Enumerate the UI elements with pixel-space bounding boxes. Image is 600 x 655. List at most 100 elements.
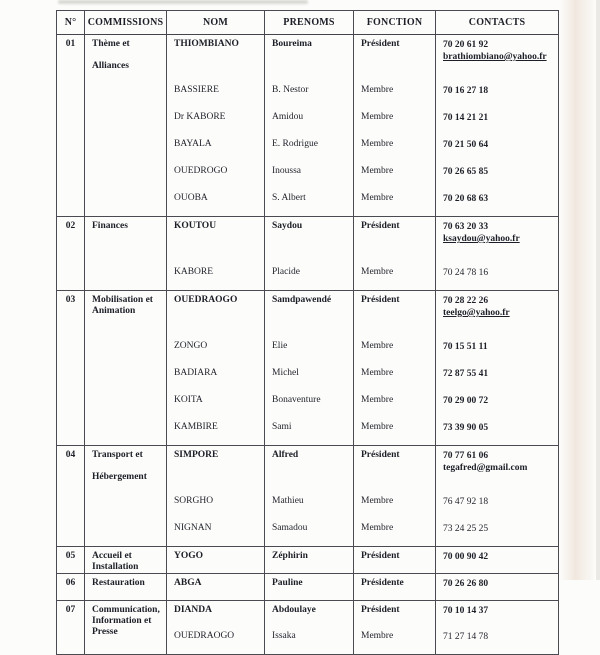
member-fonction: Membre — [353, 263, 436, 291]
section-number: 06 — [56, 573, 85, 601]
commission-line: Information et — [92, 616, 152, 626]
spacer-cell — [264, 479, 354, 492]
member-prenoms: Pauline — [264, 573, 354, 601]
contact-phone: 70 20 61 92 — [443, 40, 489, 50]
member-nom: OUEDRAOGO — [166, 627, 265, 655]
table-row: 03 Mobilisation et Animation OUEDRAOGO Samdp… — [56, 290, 559, 446]
member-contacts: 71 27 14 78 — [435, 627, 559, 655]
spacer-cell — [353, 68, 436, 81]
spacer-cell — [435, 479, 559, 492]
scan-artifact-right-band — [560, 0, 594, 580]
member-fonction: Présidente — [353, 573, 436, 601]
member-prenoms: Placide — [264, 263, 354, 291]
section-number: 03 — [56, 290, 85, 446]
member-prenoms: S. Albert — [264, 189, 354, 217]
contact-phone: 70 20 68 63 — [443, 194, 489, 204]
contact-phone: 76 47 92 18 — [443, 497, 489, 507]
member-fonction: Président — [353, 600, 436, 627]
column-header-prenoms: PRENOMS — [264, 10, 354, 35]
contact-phone: 70 16 27 18 — [443, 86, 489, 96]
member-nom: SORGHO — [166, 492, 265, 519]
spacer-row — [57, 250, 559, 263]
member-nom: ZONGO — [166, 337, 265, 364]
spacer-cell — [166, 68, 265, 81]
member-contacts: 76 47 92 18 — [435, 492, 559, 519]
member-contacts: 73 24 25 25 — [435, 519, 559, 547]
commission-line: Alliances — [92, 61, 129, 71]
member-contacts: 70 15 51 11 — [435, 337, 559, 364]
member-nom: BADIARA — [166, 364, 265, 391]
contact-phone: 73 39 90 05 — [443, 423, 489, 433]
table-row: SORGHO Mathieu Membre 76 47 92 18 — [57, 492, 559, 519]
contact-phone: 70 26 65 85 — [443, 167, 489, 177]
spacer-cell — [435, 324, 559, 337]
member-nom: OUEDRAOGO — [166, 290, 265, 324]
section-number: 07 — [56, 600, 85, 655]
member-nom: KAMBIRE — [166, 418, 265, 446]
member-nom: KOUTOU — [166, 216, 265, 250]
member-prenoms: Zéphirin — [264, 546, 354, 574]
commission-line — [92, 50, 162, 61]
contact-phone: 70 15 51 11 — [443, 342, 488, 352]
spacer-cell — [435, 250, 559, 263]
member-contacts: 70 16 27 18 — [435, 81, 559, 108]
member-contacts: 70 26 26 80 — [435, 573, 559, 601]
member-nom: DIANDA — [166, 600, 265, 627]
member-prenoms: Issaka — [264, 627, 354, 655]
commission-line: Mobilisation et — [92, 295, 153, 305]
commission-line: Thème et — [92, 39, 130, 49]
member-nom: Dr KABORE — [166, 108, 265, 135]
member-prenoms: Samdpawendé — [264, 290, 354, 324]
spacer-cell — [264, 324, 354, 337]
table-row: ZONGO Elie Membre 70 15 51 11 — [57, 337, 559, 364]
spacer-cell — [264, 68, 354, 81]
commission-line — [92, 461, 162, 472]
member-contacts: 70 00 90 42 — [435, 546, 559, 574]
member-prenoms: E. Rodrigue — [264, 135, 354, 162]
contact-phone: 70 10 14 37 — [443, 606, 489, 616]
commission-name: Accueil et Installation — [84, 546, 167, 574]
member-fonction: Membre — [353, 391, 436, 418]
member-contacts: 70 14 21 21 — [435, 108, 559, 135]
member-contacts: 72 87 55 41 — [435, 364, 559, 391]
member-fonction: Président — [353, 445, 436, 479]
spacer-cell — [353, 324, 436, 337]
member-nom: NIGNAN — [166, 519, 265, 547]
spacer-cell — [166, 324, 265, 337]
table-row: KABORE Placide Membre 70 24 78 16 — [57, 263, 559, 291]
table-body: 01 Thème et Alliances THIOMBIANO Boureima Pr… — [56, 34, 559, 655]
section-number: 05 — [56, 546, 85, 574]
contact-phone: 73 24 25 25 — [443, 524, 489, 534]
commission-name: Communication, Information et Presse — [84, 600, 167, 655]
member-contacts: 73 39 90 05 — [435, 418, 559, 446]
header-row: N° COMMISSIONS NOM PRENOMS FONCTION CONTACTS — [56, 10, 559, 35]
member-prenoms: Mathieu — [264, 492, 354, 519]
member-prenoms: Samadou — [264, 519, 354, 547]
table-row: KAMBIRE Sami Membre 73 39 90 05 — [57, 418, 559, 446]
spacer-row — [57, 68, 559, 81]
member-contacts: 70 26 65 85 — [435, 162, 559, 189]
member-prenoms: Amidou — [264, 108, 354, 135]
contact-email: ksaydou@yahoo.fr — [443, 234, 520, 244]
member-fonction: Président — [353, 546, 436, 574]
commission-line: Animation — [92, 306, 136, 316]
section-number: 02 — [56, 216, 85, 291]
table-row: BAYALA E. Rodrigue Membre 70 21 50 64 — [57, 135, 559, 162]
commission-line: Hébergement — [92, 472, 147, 482]
column-header-contacts: CONTACTS — [435, 10, 559, 35]
column-header-commissions: COMMISSIONS — [84, 10, 167, 35]
commission-name: Restauration — [84, 573, 167, 601]
commission-line: Installation — [92, 562, 139, 572]
table-row: BADIARA Michel Membre 72 87 55 41 — [57, 364, 559, 391]
scan-artifact-top-smudge — [58, 0, 308, 4]
table-row: KOITA Bonaventure Membre 70 29 00 72 — [57, 391, 559, 418]
contact-email: tegafred@gmail.com — [443, 463, 528, 473]
spacer-cell — [353, 479, 436, 492]
commission-line: Finances — [92, 221, 128, 231]
member-prenoms: Inoussa — [264, 162, 354, 189]
scanned-document-page: N° COMMISSIONS NOM PRENOMS FONCTION CONTACTS … — [56, 0, 600, 655]
contact-phone: 72 87 55 41 — [443, 369, 489, 379]
member-prenoms: Boureima — [264, 34, 354, 68]
member-fonction: Membre — [353, 189, 436, 217]
member-fonction: Membre — [353, 519, 436, 547]
